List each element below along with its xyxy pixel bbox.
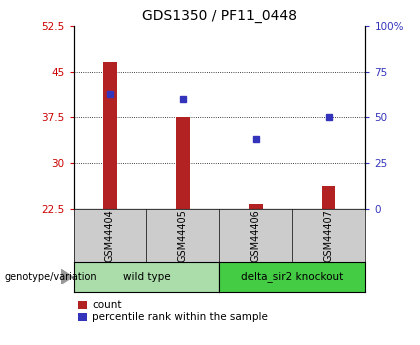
Text: delta_sir2 knockout: delta_sir2 knockout [241, 272, 344, 282]
Bar [103, 62, 117, 209]
Polygon shape [61, 269, 73, 284]
Text: GSM44404: GSM44404 [105, 209, 115, 262]
Bar [322, 186, 336, 209]
Text: GSM44407: GSM44407 [324, 209, 334, 262]
Text: GSM44406: GSM44406 [251, 209, 261, 262]
Text: genotype/variation: genotype/variation [4, 272, 97, 282]
Text: count: count [92, 300, 121, 310]
Bar [176, 117, 189, 209]
Text: GSM44405: GSM44405 [178, 209, 188, 262]
Text: wild type: wild type [123, 272, 170, 282]
Text: percentile rank within the sample: percentile rank within the sample [92, 312, 268, 322]
Title: GDS1350 / PF11_0448: GDS1350 / PF11_0448 [142, 9, 297, 23]
Bar [249, 204, 262, 209]
